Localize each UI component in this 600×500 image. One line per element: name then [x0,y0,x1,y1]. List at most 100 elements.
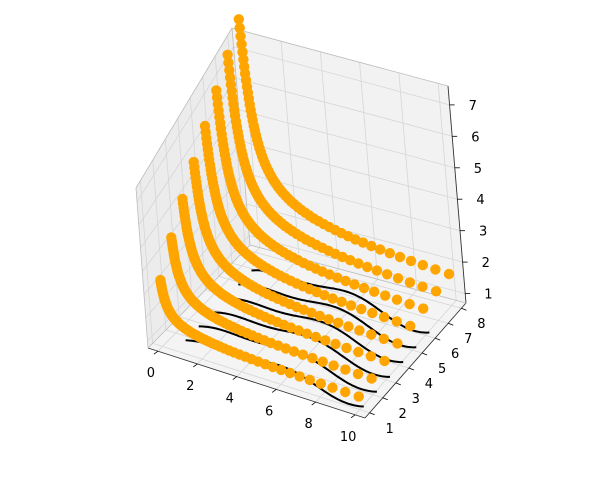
grid-line-z [147,235,250,342]
marker-point [337,251,348,263]
x-tick-mark [350,414,356,419]
marker-point [233,14,244,25]
marker-point [327,382,338,393]
marker-point [340,386,351,398]
z-tick-label: 3 [479,225,487,240]
marker-point [443,268,455,280]
marker-point [358,282,370,294]
marker-point [357,237,369,248]
marker-point [430,286,442,297]
y-tick-label: 2 [399,407,407,422]
marker-point [280,343,291,354]
y-tick-mark [435,337,441,341]
marker-point [343,321,354,332]
marker-point [317,356,328,367]
marker-point [367,307,378,319]
marker-point [310,331,321,343]
y-tick-mark [369,412,375,416]
marker-point [315,378,326,389]
z-tick-label: 6 [471,130,479,145]
marker-point [332,272,343,283]
marker-point [380,290,391,301]
y-tick-label: 6 [451,347,459,362]
pane-edge [135,187,149,349]
marker-point [392,273,404,284]
marker-point [323,314,334,325]
x-tick-label: 10 [340,430,357,445]
tick-marks [153,104,471,419]
marker-point [366,373,377,384]
pane-edge [231,27,449,87]
grid-line-y [164,139,180,317]
orange-marker-series [155,274,364,402]
z-tick-label: 5 [474,162,482,177]
marker-point [371,265,383,276]
marker-point [306,307,317,318]
grid-line-x [398,72,418,290]
marker-point [392,338,403,349]
orange-marker-series [166,232,377,384]
marker-point [294,371,305,382]
marker-point [336,296,347,307]
pane-edge [135,27,233,189]
grid-line-z [238,109,455,169]
marker-point [314,310,325,322]
y-tick-mark [382,397,388,401]
marker-point [288,346,300,357]
marker-point [366,240,377,252]
marker-point [267,361,279,373]
marker-point [333,317,344,328]
marker-point [222,49,233,60]
marker-point [353,391,364,402]
marker-point [381,269,393,280]
z-tick-label: 1 [484,288,492,303]
y-tick-mark [448,322,454,326]
y-tick-label: 5 [438,362,446,377]
orange-marker-series [177,193,390,367]
marker-point [284,367,296,379]
y-tick-label: 3 [412,392,420,407]
marker-point [349,279,360,290]
marker-point [297,349,309,360]
grid-line-x [354,300,457,416]
x-tick-mark [153,350,159,355]
y-tick-label: 7 [464,332,472,347]
grid-line-z [143,172,245,295]
marker-point [404,277,416,288]
marker-point [430,264,441,275]
marker-point [391,316,402,327]
marker-point [404,298,415,310]
x-tick-label: 0 [147,366,155,381]
x-tick-label: 6 [265,404,273,419]
marker-point [345,255,356,266]
grid-line-y [245,249,462,309]
marker-point [324,269,335,280]
marker-point [405,320,416,332]
marker-point [378,311,390,323]
x-tick-mark [193,363,198,368]
y-axis-line [364,302,467,419]
grid-line-z [236,77,453,137]
marker-point [304,374,315,386]
marker-point [341,342,352,354]
marker-point [340,364,351,375]
marker-point [301,328,313,339]
marker-point [353,346,364,358]
x-tick-mark [232,376,238,380]
orange-marker-series [233,14,455,280]
marker-point [356,303,367,315]
x-tick-label: 8 [305,417,313,432]
z-tick-label: 4 [476,193,484,208]
marker-point [365,351,377,362]
orange-marker-series [188,156,403,349]
z-axis-line [447,85,467,304]
y-tick-mark [408,367,415,371]
marker-point [319,290,330,301]
marker-point [362,261,373,273]
series-group [155,14,455,408]
marker-point [369,286,380,297]
grid-line-y [140,180,153,344]
x-axis-line [147,347,366,419]
marker-point [366,329,377,340]
marker-point [234,22,245,34]
